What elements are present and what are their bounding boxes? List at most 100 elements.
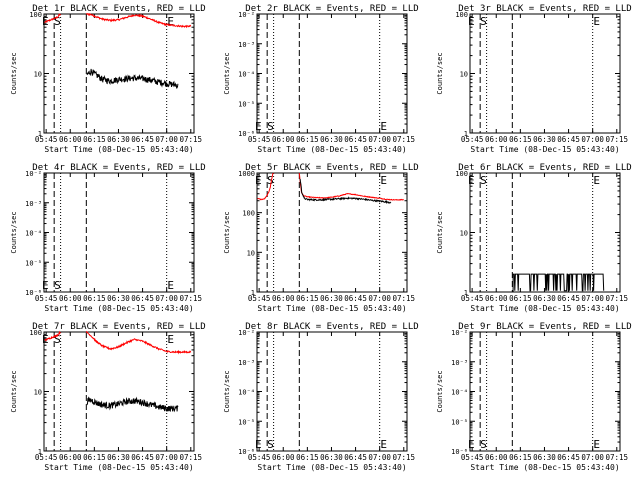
- x-tick-label: 06:30: [107, 453, 130, 462]
- start-marker-s: S: [480, 438, 487, 451]
- plot-frame: [256, 13, 408, 134]
- panel-det-8: Det 8r BLACK = Events, RED = LLD Counts/s…: [223, 322, 419, 472]
- end-marker-e: E: [593, 15, 600, 28]
- x-tick-label: 06:00: [59, 453, 82, 462]
- x-tick-label: 06:15: [296, 453, 319, 462]
- x-tick-label: 06:45: [131, 294, 154, 303]
- x-tick-label: 06:45: [131, 453, 154, 462]
- x-axis-label: Start Time (08-Dec-15 05:43:40): [44, 304, 193, 313]
- y-tick-label: 10⁻⁵: [25, 259, 42, 267]
- x-tick-label: 06:45: [557, 135, 580, 144]
- events-series-line: [86, 396, 179, 413]
- lld-series-line: [44, 13, 62, 24]
- lld-series-line: [298, 172, 404, 201]
- x-tick-label: 06:00: [272, 135, 295, 144]
- y-tick-label: 10⁻⁶: [25, 289, 42, 297]
- y-tick-label: 10⁻⁴: [25, 230, 42, 238]
- end-marker-e: E: [380, 120, 387, 133]
- x-tick-label: 05:45: [248, 135, 271, 144]
- y-tick-label: 10: [460, 71, 468, 79]
- y-axis-label: Counts/sec: [223, 211, 231, 253]
- lld-series-line: [44, 330, 61, 342]
- x-tick-label: 05:45: [35, 453, 58, 462]
- x-tick-label: 06:30: [320, 294, 343, 303]
- x-tick-label: 06:30: [107, 294, 130, 303]
- x-tick-label: 07:15: [605, 135, 628, 144]
- x-tick-label: 07:15: [392, 135, 415, 144]
- plot-frame: [43, 13, 195, 134]
- x-tick-label: 06:30: [533, 294, 556, 303]
- x-tick-label: 06:00: [59, 135, 82, 144]
- y-tick-label: 1: [464, 130, 468, 138]
- x-tick-label: 07:15: [605, 294, 628, 303]
- start-marker-e: E: [468, 174, 475, 187]
- y-tick-label: 10: [247, 249, 255, 257]
- panel-title: Det 6r BLACK = Events, RED = LLD: [458, 163, 631, 173]
- panel-title: Det 5r BLACK = Events, RED = LLD: [245, 163, 418, 173]
- x-tick-label: 07:00: [155, 135, 178, 144]
- y-tick-label: 10⁻⁴: [451, 389, 468, 397]
- plot-frame: [43, 331, 195, 452]
- x-tick-label: 07:00: [581, 294, 604, 303]
- x-tick-label: 06:15: [509, 453, 532, 462]
- plot-frame: [469, 13, 621, 134]
- x-axis-label: Start Time (08-Dec-15 05:43:40): [257, 463, 406, 472]
- panel-det-1: Det 1r BLACK = Events, RED = LLD Counts/s…: [10, 4, 206, 154]
- panel-title: Det 9r BLACK = Events, RED = LLD: [458, 322, 631, 332]
- y-axis-label: Counts/sec: [10, 211, 18, 253]
- y-tick-label: 10⁻²: [238, 11, 255, 19]
- y-tick-label: 10⁻⁵: [238, 100, 255, 108]
- y-tick-label: 10⁻³: [238, 41, 255, 49]
- panel-det-4: Det 4r BLACK = Events, RED = LLD Counts/s…: [10, 163, 206, 313]
- y-axis-label: Counts/sec: [436, 370, 444, 412]
- panel-det-2: Det 2r BLACK = Events, RED = LLD Counts/s…: [223, 4, 419, 154]
- events-series-line: [86, 68, 179, 89]
- panel-det-5: Det 5r BLACK = Events, RED = LLD Counts/s…: [223, 163, 419, 313]
- start-marker-s: S: [54, 15, 61, 28]
- end-marker-e: E: [380, 438, 387, 451]
- panel-det-6: Det 6r BLACK = Events, RED = LLD Counts/s…: [436, 163, 632, 313]
- y-tick-label: 10: [460, 230, 468, 238]
- y-tick-label: 10⁻⁵: [238, 418, 255, 426]
- plot-frame: [256, 331, 408, 452]
- y-tick-label: 10: [34, 389, 42, 397]
- panel-det-7: Det 7r BLACK = Events, RED = LLD Counts/s…: [10, 322, 206, 472]
- end-marker-e: E: [167, 333, 174, 346]
- panel-det-3: Det 3r BLACK = Events, RED = LLD Counts/s…: [436, 4, 632, 154]
- x-tick-label: 05:45: [35, 294, 58, 303]
- end-marker-e: E: [167, 279, 174, 292]
- x-axis-label: Start Time (08-Dec-15 05:43:40): [470, 145, 619, 154]
- x-tick-label: 06:30: [320, 453, 343, 462]
- panel-title: Det 2r BLACK = Events, RED = LLD: [245, 4, 418, 14]
- y-tick-label: 10⁻²: [238, 329, 255, 337]
- y-tick-label: 100: [455, 11, 468, 19]
- x-axis-label: Start Time (08-Dec-15 05:43:40): [257, 304, 406, 313]
- start-marker-e: E: [255, 174, 262, 187]
- plot-frame: [43, 172, 195, 293]
- panel-det-9: Det 9r BLACK = Events, RED = LLD Counts/s…: [436, 322, 632, 472]
- y-tick-label: 100: [455, 170, 468, 178]
- y-axis-label: Counts/sec: [10, 370, 18, 412]
- panel-title: Det 4r BLACK = Events, RED = LLD: [32, 163, 205, 173]
- x-tick-label: 05:45: [248, 294, 271, 303]
- y-tick-label: 10⁻³: [451, 359, 468, 367]
- panel-title: Det 3r BLACK = Events, RED = LLD: [458, 4, 631, 14]
- x-tick-label: 07:15: [179, 135, 202, 144]
- x-axis-label: Start Time (08-Dec-15 05:43:40): [44, 145, 193, 154]
- start-marker-s: S: [267, 120, 274, 133]
- start-marker-s: S: [54, 333, 61, 346]
- y-tick-label: 10⁻⁵: [451, 418, 468, 426]
- x-tick-label: 05:45: [461, 453, 484, 462]
- x-axis-label: Start Time (08-Dec-15 05:43:40): [44, 463, 193, 472]
- x-tick-label: 07:00: [368, 294, 391, 303]
- y-tick-label: 10⁻²: [25, 170, 42, 178]
- y-tick-label: 10⁻³: [25, 200, 42, 208]
- y-tick-label: 100: [242, 210, 255, 218]
- y-tick-label: 10⁻⁴: [238, 71, 255, 79]
- x-tick-label: 06:45: [557, 294, 580, 303]
- x-axis-label: Start Time (08-Dec-15 05:43:40): [470, 304, 619, 313]
- y-tick-label: 10⁻⁶: [451, 448, 468, 456]
- y-tick-label: 1: [38, 448, 42, 456]
- x-tick-label: 07:15: [179, 453, 202, 462]
